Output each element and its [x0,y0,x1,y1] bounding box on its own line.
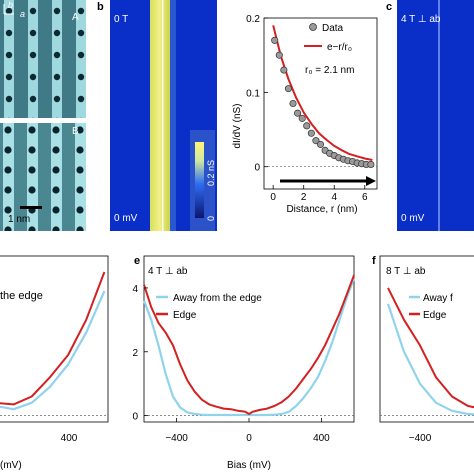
y-tick-label: 2 [132,348,138,359]
stm-image-a [0,0,86,118]
away-curve [386,303,474,416]
edge-line [162,0,164,231]
decay-xlabel: Distance, r (nm) [286,204,357,215]
scale-bar-label: 1 nm [8,214,30,225]
panel-d-frame [0,255,109,423]
x-tick-label: −400 [165,433,188,444]
edge-curve [387,287,474,409]
fit-curve [272,25,373,161]
legend-edge-label: Edge [173,310,197,321]
panel-d-marks [0,271,108,416]
data-point [284,85,292,93]
panel-d-xtick: 400 [61,433,78,444]
field-label-e: 4 T ⊥ ab [148,266,188,277]
panel-letter-e: e [134,255,140,267]
decay-plot-frame [263,17,378,190]
edge-curve [0,271,106,406]
dIdV-map-4T [397,0,474,231]
panel-b: b 0 T 0 mV 0 0.2 nS [97,0,217,231]
panel-d-legend-label: the edge [0,290,43,302]
bias-label-b: 0 mV [114,213,138,224]
y-tick-label: 0 [132,412,138,423]
field-label-c: 4 T ⊥ ab [401,14,441,25]
panel-c: c 4 T ⊥ ab 0 mV [386,0,474,231]
data-point [367,160,375,169]
panel-e-xlabel: Bias (mV) [227,460,271,471]
decay-marks [264,25,377,169]
data-point [280,66,288,74]
subpanel-label-a: A [72,12,79,23]
bias-label-c: 0 mV [401,213,425,224]
edge-line-c [438,0,440,231]
data-point [312,137,320,145]
field-label-f: 8 T ⊥ ab [386,266,426,277]
x-tick-label: 6 [362,192,368,203]
data-point [316,140,325,148]
panel-d-xlabel: (mV) [0,460,22,471]
stm-image-b [0,123,86,231]
field-label-b: 0 T [114,14,128,25]
panel-a: A B b a 1 nm [0,0,86,231]
panel-f: f 8 T ⊥ ab Away f Edge −400 [372,255,474,444]
lattice-axes-icon [3,4,14,15]
legend-data-marker [309,23,317,31]
legend-away-label: Away from the edge [173,293,262,304]
colorbar-max-label: 0.2 nS [206,160,216,186]
legend-edge-label-f: Edge [423,310,447,321]
axis-b-label: b [8,0,13,10]
distance-arrowhead [366,176,376,186]
decay-ticks: 0 2 4 6 0 0.1 0.2 [246,14,368,203]
panel-d: the edge 400 (mV) [0,255,109,471]
subpanel-label-b: B [72,126,79,137]
stripe-shoulder [170,0,176,231]
x-tick-label: 400 [313,433,330,444]
y-tick-label: 0.1 [246,88,260,99]
scale-bar [20,206,42,209]
x-tick-label: 0 [270,192,276,203]
colorbar-min-label: 0 [206,216,216,221]
x-tick-label: 2 [301,192,307,203]
decay-ylabel: dI/dV (nS) [232,103,243,148]
legend-fit-label: e−r/r₀ [327,42,352,53]
x-tick-label: 4 [331,192,337,203]
colorbar [195,142,204,218]
panel-letter-b: b [97,1,104,13]
data-point [271,36,279,44]
edge-curve [143,274,355,415]
data-point [307,129,315,137]
panel-e: e 4 T ⊥ ab −400 0 400 0 2 4 Away from the edg… [132,255,356,471]
y-tick-label: 0 [254,163,260,174]
panel-e-marks [142,274,356,417]
panel-e-frame [143,255,355,423]
data-point [298,114,306,122]
data-point [289,99,297,108]
legend-data-label: Data [322,23,344,34]
data-point [275,51,283,59]
edge-state-stripe [150,0,170,231]
data-point [303,122,311,130]
panel-e-ticks: −400 0 400 0 2 4 [132,284,330,444]
y-tick-label: 0.2 [246,14,260,25]
y-tick-label: 4 [132,284,138,295]
away-curve [142,277,356,417]
r0-annotation: r₀ = 2.1 nm [305,65,354,76]
panel-f-xtick: −400 [409,433,432,444]
panel-letter-f: f [372,255,376,267]
x-tick-label: 0 [246,433,252,444]
decay-plot: 0 2 4 600.10.2 dI/dV (nS) Distance, r (nm) … [232,14,378,215]
axis-a-label: a [20,9,25,19]
away-curve [0,290,106,411]
panel-letter-c: c [386,1,392,13]
legend-away-label-f: Away f [423,293,453,304]
data-point [294,109,302,117]
panel-f-frame [379,255,474,423]
panel-f-marks [380,287,474,416]
